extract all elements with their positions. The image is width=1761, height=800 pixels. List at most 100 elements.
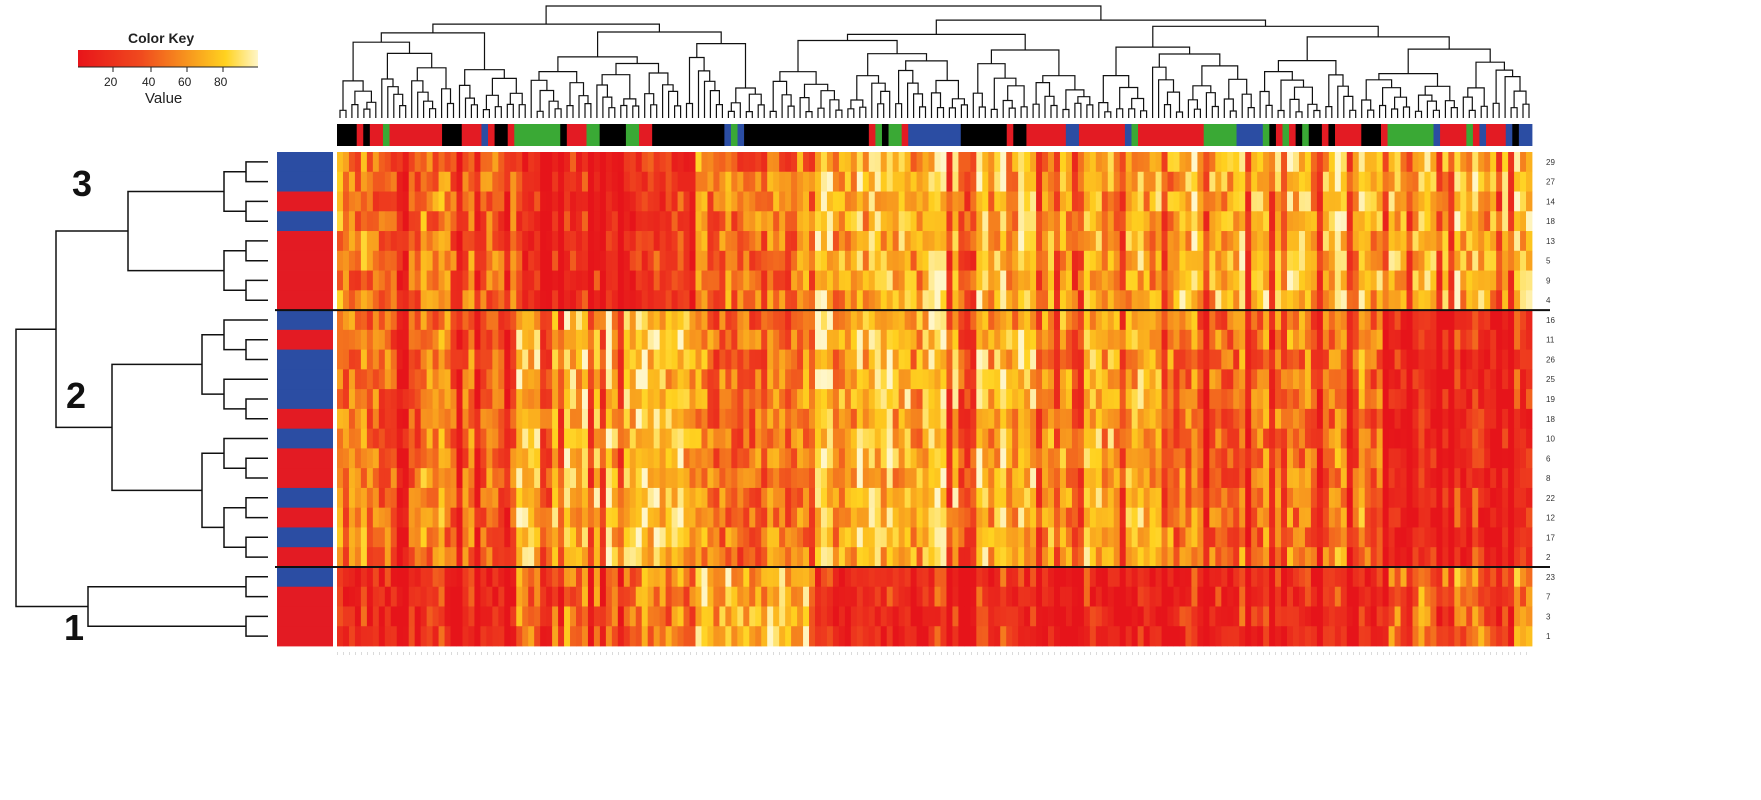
heatmap-cell [1388,191,1395,212]
heatmap-cell [540,191,547,212]
heatmap-cell [576,171,583,192]
heatmap-cell [462,586,469,607]
heatmap-cell [1185,270,1192,291]
heatmap-cells [337,152,1533,647]
heatmap-cell [809,250,816,271]
heatmap-cell [498,547,505,568]
heatmap-cell [1036,547,1043,568]
heatmap-cell [1173,428,1180,449]
heatmap-cell [1185,152,1192,173]
heatmap-cell [1442,290,1449,311]
heatmap-cell [390,171,398,192]
heatmap-cell [623,369,631,390]
heatmap-cell [1215,566,1222,588]
heatmap-cell [414,290,422,311]
column-dendrogram-branch [674,105,682,118]
heatmap-cell [1077,270,1085,291]
heatmap-cell [809,547,816,568]
heatmap-cell [611,290,619,311]
heatmap-cell [779,329,786,350]
heatmap-cell [1502,270,1509,291]
heatmap-cell [820,270,828,291]
heatmap-cell [1484,349,1491,370]
heatmap-cell [1358,191,1366,212]
heatmap-cell [1298,231,1306,252]
heatmap-cell [1042,250,1049,271]
heatmap-cell [510,152,517,173]
heatmap-cell [994,507,1001,528]
heatmap-cell [641,566,649,588]
heatmap-cell [540,310,547,331]
heatmap-cell [940,171,947,192]
heatmap-cell [976,428,983,449]
heatmap-cell [791,250,798,271]
heatmap-cell [402,290,410,311]
heatmap-cell [665,270,673,291]
heatmap-cell [1251,468,1258,489]
heatmap-cell [1352,448,1360,469]
heatmap-cell [940,527,947,548]
column-group-marker [1321,124,1329,146]
heatmap-cell [779,270,786,291]
heatmap-cell [641,191,649,212]
heatmap-cell [820,211,828,232]
heatmap-cell [1502,290,1509,311]
heatmap-cell [677,468,684,489]
heatmap-cell [581,606,589,627]
heatmap-cell [611,606,619,627]
heatmap-cell [480,487,487,509]
heatmap-cell [540,408,547,430]
heatmap-cell [408,428,416,449]
heatmap-cell [1400,152,1407,173]
heatmap-cell [695,547,702,568]
heatmap-cell [528,270,535,291]
heatmap-cell [1101,250,1109,271]
heatmap-cell [1245,349,1252,370]
heatmap-cell [1233,329,1240,350]
heatmap-cell [372,487,380,509]
heatmap-cell [1490,211,1497,232]
heatmap-cell [396,191,404,212]
heatmap-cell [1161,329,1168,350]
heatmap-cell [994,586,1001,607]
heatmap-cell [1125,428,1133,449]
heatmap-cell [1042,448,1049,469]
heatmap-cell [958,250,965,271]
heatmap-cell [803,408,810,430]
heatmap-cell [1233,152,1240,173]
heatmap-cell [1316,231,1324,252]
heatmap-cell [1424,211,1431,232]
heatmap-cell [593,566,601,588]
column-dendrogram-branch [1307,103,1318,118]
heatmap-cell [1496,408,1503,430]
heatmap-cell [904,527,912,548]
column-group-sidebar [337,124,1533,146]
heatmap-cell [832,547,840,568]
heatmap-cell [1221,191,1228,212]
heatmap-cell [856,270,864,291]
heatmap-cell [635,369,643,390]
heatmap-cell [1107,566,1115,588]
heatmap-cell [809,349,816,370]
heatmap-cell [1364,468,1372,489]
heatmap-cell [456,606,463,627]
heatmap-cell [1167,152,1174,173]
heatmap-cell [880,270,888,291]
heatmap-cell [916,428,923,449]
heatmap-cell [337,487,344,509]
heatmap-cell [372,428,380,449]
heatmap-cell [444,547,451,568]
heatmap-cell [862,250,870,271]
column-dendrogram-branch [1361,99,1372,118]
heatmap-cell [1018,231,1025,252]
heatmap-cell [564,547,571,568]
heatmap-cell [1346,507,1354,528]
heatmap-cell [791,329,798,350]
heatmap-cell [1083,211,1091,232]
heatmap-cell [1430,171,1437,192]
heatmap-cell [1024,507,1031,528]
column-dendrogram-branch [948,107,956,118]
heatmap-cell [576,310,583,331]
heatmap-cell [593,606,601,627]
